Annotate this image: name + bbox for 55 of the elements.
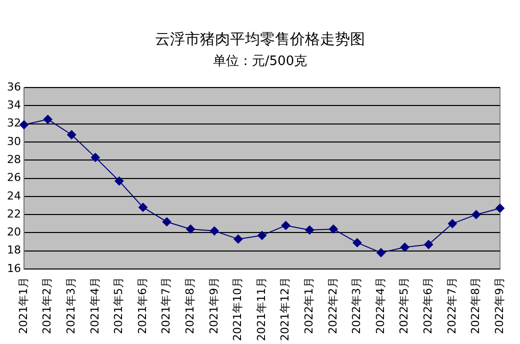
x-tick-label: 2022年2月 bbox=[326, 277, 340, 334]
point bbox=[376, 248, 386, 258]
point bbox=[43, 114, 52, 124]
y-tick-label: 28 bbox=[6, 153, 21, 166]
point bbox=[186, 224, 196, 234]
y-tick-label: 22 bbox=[6, 207, 21, 220]
point bbox=[448, 219, 457, 228]
point bbox=[258, 230, 266, 240]
y-tick-label: 20 bbox=[6, 226, 21, 239]
point bbox=[19, 120, 28, 130]
x-tick-label: 2022年3月 bbox=[350, 277, 364, 334]
x-tick-label: 2021年6月 bbox=[136, 277, 149, 334]
y-tick-label: 16 bbox=[6, 262, 21, 275]
y-tick-label: 34 bbox=[6, 98, 21, 112]
point bbox=[400, 242, 410, 252]
point bbox=[496, 204, 504, 213]
point bbox=[67, 130, 76, 140]
point bbox=[424, 240, 434, 250]
point bbox=[114, 176, 124, 186]
y-tick-label: 32 bbox=[6, 116, 21, 130]
x-tick-label: 2021年9月 bbox=[207, 277, 220, 334]
point bbox=[305, 226, 314, 235]
x-tick-label: 2022年8月 bbox=[469, 277, 482, 334]
x-tick-label: 2021年12月 bbox=[278, 277, 292, 342]
chart-title: 云浮市猪肉平均零售价格走势图 bbox=[154, 30, 366, 49]
point bbox=[281, 220, 290, 230]
point bbox=[162, 217, 172, 226]
x-tick-label: 2021年3月 bbox=[64, 277, 78, 334]
y-tick-label: 18 bbox=[6, 244, 21, 257]
point bbox=[234, 234, 243, 244]
point bbox=[328, 224, 338, 234]
x-tick-label: 2021年1月 bbox=[16, 277, 30, 334]
x-tick-label: 2021年4月 bbox=[88, 277, 102, 334]
y-tick-label: 26 bbox=[6, 171, 21, 184]
x-tick-label: 2022年5月 bbox=[398, 277, 411, 334]
point bbox=[352, 238, 362, 248]
y-tick-label: 36 bbox=[6, 80, 21, 94]
x-tick-label: 2022年7月 bbox=[445, 277, 458, 334]
x-tick-label: 2022年4月 bbox=[374, 277, 387, 334]
point bbox=[210, 226, 219, 236]
x-tick-label: 2021年5月 bbox=[112, 277, 126, 334]
x-tick-label: 2021年8月 bbox=[183, 277, 196, 334]
y-tick-label: 30 bbox=[6, 134, 21, 148]
point bbox=[138, 202, 148, 212]
x-tick-label: 2021年11月 bbox=[254, 277, 268, 342]
x-tick-label: 2021年2月 bbox=[40, 277, 54, 334]
point bbox=[472, 210, 481, 220]
x-tick-label: 2021年7月 bbox=[160, 277, 173, 334]
chart-subtitle: 单位：元/500克 bbox=[212, 53, 308, 70]
x-tick-label: 2021年10月 bbox=[231, 277, 244, 342]
x-tick-label: 2022年1月 bbox=[302, 277, 316, 334]
point bbox=[90, 152, 100, 162]
y-tick-label: 24 bbox=[6, 189, 21, 202]
x-tick-label: 2022年6月 bbox=[421, 277, 434, 334]
x-tick-label: 2022年9月 bbox=[492, 277, 506, 334]
